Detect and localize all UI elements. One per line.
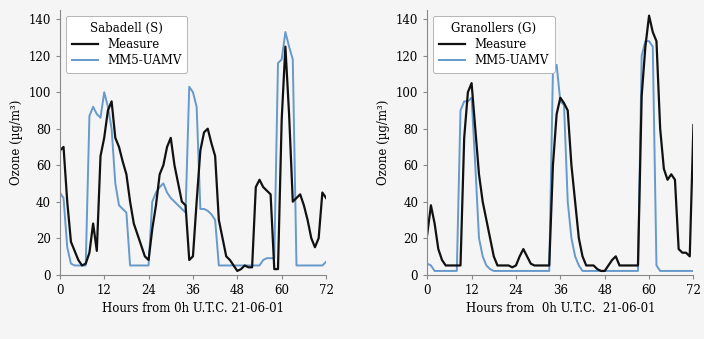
Measure bbox=[303, 218, 312, 222]
Measure bbox=[56, 148, 64, 153]
MM5-UAMV bbox=[192, 105, 201, 109]
Legend: Measure, MM5-UAMV: Measure, MM5-UAMV bbox=[433, 16, 555, 73]
Measure bbox=[671, 178, 679, 182]
Measure bbox=[645, 14, 653, 18]
MM5-UAMV bbox=[430, 269, 439, 273]
Y-axis label: Ozone (µg/m³): Ozone (µg/m³) bbox=[377, 100, 390, 185]
MM5-UAMV bbox=[303, 263, 312, 267]
MM5-UAMV bbox=[148, 200, 156, 204]
MM5-UAMV bbox=[285, 45, 294, 49]
MM5-UAMV bbox=[671, 269, 679, 273]
Measure bbox=[292, 196, 301, 200]
MM5-UAMV bbox=[423, 262, 432, 266]
Line: MM5-UAMV: MM5-UAMV bbox=[60, 32, 326, 265]
Legend: Measure, MM5-UAMV: Measure, MM5-UAMV bbox=[65, 16, 187, 73]
Measure bbox=[285, 112, 294, 116]
Measure bbox=[423, 233, 432, 237]
Measure bbox=[597, 269, 605, 273]
MM5-UAMV bbox=[641, 39, 650, 43]
Line: MM5-UAMV: MM5-UAMV bbox=[427, 41, 693, 271]
MM5-UAMV bbox=[281, 30, 289, 34]
Measure bbox=[233, 269, 241, 273]
Measure bbox=[556, 96, 565, 100]
Measure bbox=[281, 45, 289, 49]
MM5-UAMV bbox=[652, 263, 660, 267]
MM5-UAMV bbox=[560, 103, 568, 107]
MM5-UAMV bbox=[515, 269, 524, 273]
Line: Measure: Measure bbox=[427, 16, 693, 271]
Y-axis label: Ozone (µg/m³): Ozone (µg/m³) bbox=[10, 100, 23, 185]
MM5-UAMV bbox=[70, 263, 79, 267]
MM5-UAMV bbox=[292, 263, 301, 267]
Measure bbox=[512, 263, 520, 267]
Measure bbox=[322, 196, 330, 200]
MM5-UAMV bbox=[689, 269, 698, 273]
Measure bbox=[115, 145, 123, 149]
Measure bbox=[189, 254, 197, 258]
Line: Measure: Measure bbox=[60, 47, 326, 271]
MM5-UAMV bbox=[118, 207, 127, 211]
Measure bbox=[652, 39, 660, 43]
Measure bbox=[482, 218, 491, 222]
MM5-UAMV bbox=[486, 267, 494, 271]
Measure bbox=[689, 123, 698, 127]
MM5-UAMV bbox=[56, 191, 64, 195]
Measure bbox=[144, 258, 153, 262]
X-axis label: Hours from  0h U.T.C.  21-06-01: Hours from 0h U.T.C. 21-06-01 bbox=[465, 302, 655, 315]
X-axis label: Hours from 0h U.T.C. 21-06-01: Hours from 0h U.T.C. 21-06-01 bbox=[102, 302, 284, 315]
MM5-UAMV bbox=[660, 269, 668, 273]
MM5-UAMV bbox=[322, 260, 330, 264]
Measure bbox=[660, 167, 668, 171]
